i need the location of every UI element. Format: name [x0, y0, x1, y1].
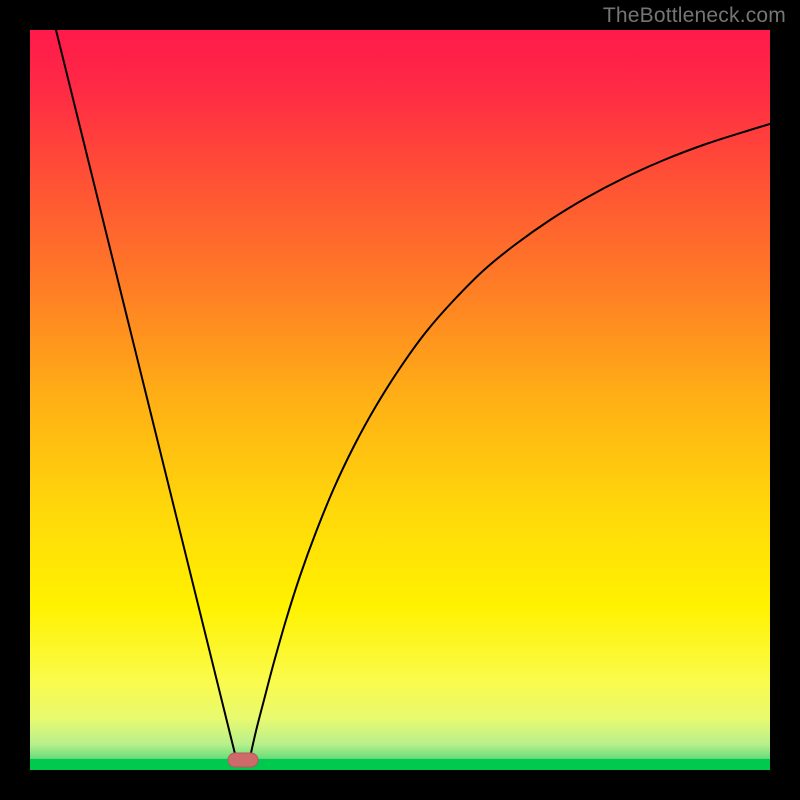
plot-background [30, 30, 770, 770]
chart-container: TheBottleneck.com [0, 0, 800, 800]
green-band [30, 759, 770, 770]
bottleneck-chart [0, 0, 800, 800]
watermark-text: TheBottleneck.com [603, 4, 786, 28]
bottleneck-marker [228, 753, 258, 767]
